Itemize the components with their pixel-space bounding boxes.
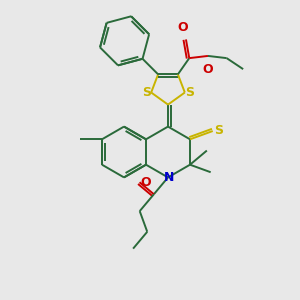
Text: N: N — [164, 171, 174, 184]
Text: O: O — [140, 176, 151, 189]
Text: O: O — [178, 21, 188, 34]
Text: S: S — [185, 86, 194, 99]
Text: S: S — [214, 124, 223, 136]
Text: O: O — [202, 63, 213, 76]
Text: S: S — [142, 86, 151, 99]
